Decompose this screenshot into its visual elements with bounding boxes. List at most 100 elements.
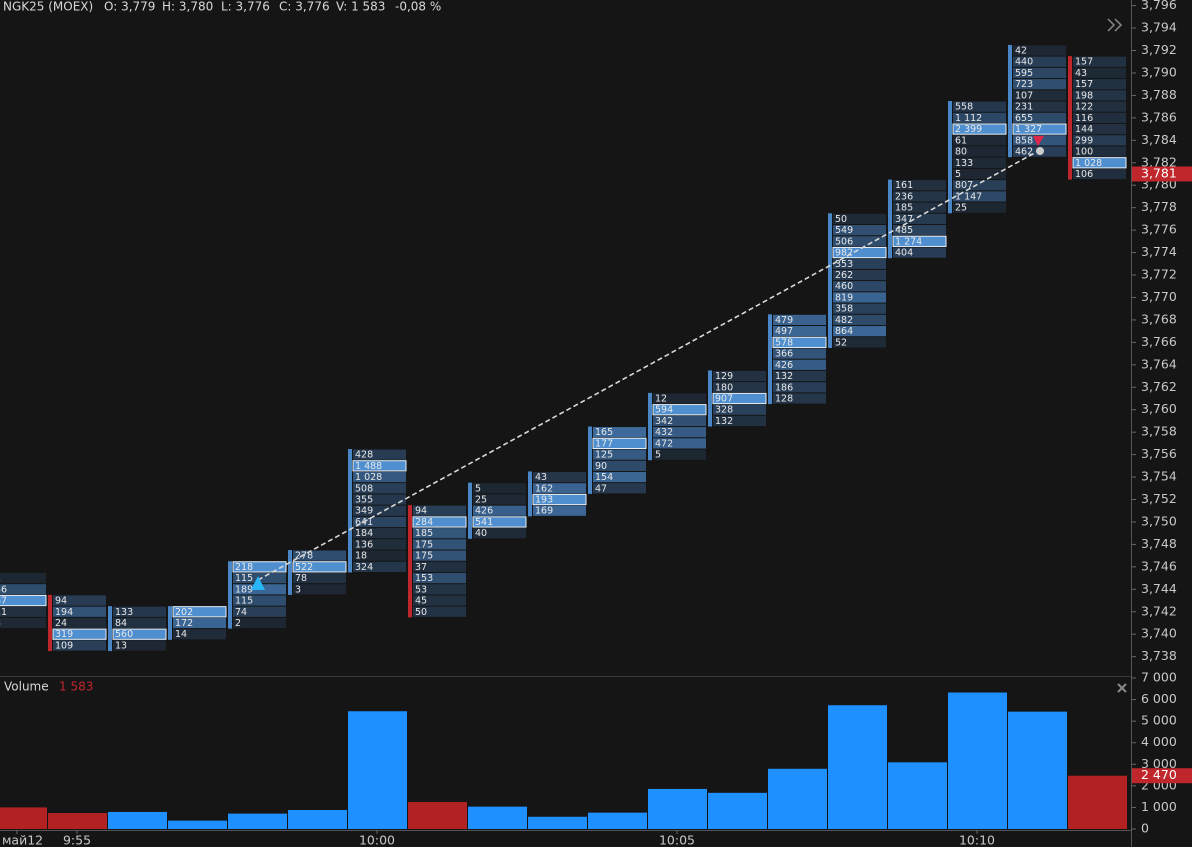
volume-cell <box>892 235 947 247</box>
cell-label: 161 <box>895 180 913 191</box>
y-tick-label: 3,748 <box>1141 536 1177 551</box>
volume-cell <box>893 225 946 236</box>
cell-label: 169 <box>535 506 553 517</box>
cell-label: 262 <box>835 270 853 281</box>
y-tick-label: 3,744 <box>1141 581 1177 596</box>
cell-label: 1 028 <box>1075 158 1102 169</box>
volume-cell <box>713 404 766 415</box>
volume-cell <box>893 180 946 191</box>
cell-label: 472 <box>655 438 673 449</box>
volume-cell <box>773 326 826 337</box>
cell-label: 541 <box>475 517 493 528</box>
cell-label: 5 <box>955 169 961 180</box>
volume-cell <box>833 281 886 292</box>
volume-cell <box>53 640 106 651</box>
cell-label: 14 <box>175 629 187 640</box>
cell-label: 84 <box>115 618 127 629</box>
y-tick-label: 3,768 <box>1141 311 1177 326</box>
cell-label: 47 <box>595 483 607 494</box>
volume-cell <box>473 528 526 539</box>
cell-label: 13 <box>115 640 127 651</box>
cell-label: 426 <box>475 506 493 517</box>
y-tick-label: 3,762 <box>1141 379 1177 394</box>
volume-cell <box>1073 146 1126 157</box>
volume-cell <box>0 594 47 607</box>
cell-label: 202 <box>175 607 193 618</box>
close-icon[interactable] <box>1117 683 1127 693</box>
ohlc-field: C: 3,776 <box>279 0 330 14</box>
cell-label: 80 <box>955 147 967 158</box>
volume-cell <box>292 561 347 573</box>
volume-cell <box>53 617 106 629</box>
volume-cell <box>1013 56 1066 67</box>
volume-cell <box>353 483 406 494</box>
cell-label: 324 <box>355 562 373 573</box>
volume-bar <box>588 812 647 829</box>
expand-icon[interactable] <box>1114 18 1123 32</box>
cell-label: 144 <box>1075 124 1093 135</box>
expand-icon[interactable] <box>1107 18 1116 32</box>
cell-label: 594 <box>655 405 673 416</box>
volume-cell <box>1073 135 1126 146</box>
volume-cell <box>413 584 466 595</box>
volume-cell <box>413 572 466 584</box>
x-tick-label: 10:00 <box>359 833 395 847</box>
cell-label: 723 <box>1015 79 1033 90</box>
cell-label: 129 <box>715 371 733 382</box>
volume-cell <box>353 471 406 483</box>
volume-cell <box>1013 45 1066 56</box>
volume-cell <box>713 415 766 427</box>
cell-label: 1 112 <box>955 113 982 124</box>
cell-label: 61 <box>955 135 967 146</box>
cell-label: 50 <box>835 214 847 225</box>
y-tick-label: 3,750 <box>1141 513 1177 528</box>
volume-bar <box>108 811 167 829</box>
y-tick-label: 4 000 <box>1141 734 1177 749</box>
cell-label: 349 <box>355 506 373 517</box>
cell-label: 94 <box>55 596 67 607</box>
y-tick-label: 3,754 <box>1141 469 1177 484</box>
cell-label: 858 <box>1015 135 1033 146</box>
volume-cell <box>413 561 466 572</box>
cell-label: 46 <box>0 584 7 595</box>
cell-label: 558 <box>955 102 973 113</box>
volume-cell <box>952 123 1007 135</box>
cell-label: 136 <box>355 539 373 550</box>
cell-label: 186 <box>775 382 793 393</box>
cluster-body <box>228 561 232 629</box>
volume-cell <box>1073 123 1126 135</box>
cell-label: 175 <box>415 551 433 562</box>
cell-label: 508 <box>355 483 373 494</box>
cell-label: 133 <box>955 158 973 169</box>
cluster-body <box>408 505 412 618</box>
volume-cell <box>1013 67 1066 79</box>
y-tick-label: 3,776 <box>1141 222 1177 237</box>
ohlc-field: L: 3,776 <box>221 0 270 14</box>
volume-cell <box>472 516 527 528</box>
cluster-body <box>168 606 172 640</box>
y-tick-label: 3,782 <box>1141 154 1177 169</box>
ohlc-field: O: 3,779 <box>104 0 155 14</box>
volume-bar <box>948 692 1007 829</box>
volume-bar <box>228 813 287 829</box>
y-tick-label: 3,794 <box>1141 20 1177 35</box>
sell-marker <box>1033 136 1044 146</box>
volume-cell <box>233 617 286 629</box>
cluster-body <box>108 606 112 652</box>
cell-label: 328 <box>715 405 733 416</box>
cell-label: 115 <box>235 596 253 607</box>
volume-cell <box>773 393 826 404</box>
trend-handle[interactable] <box>1036 147 1044 155</box>
volume-cell <box>353 516 406 528</box>
cluster-body <box>528 471 532 517</box>
cell-label: 342 <box>655 416 673 427</box>
volume-cell <box>833 269 886 281</box>
y-tick-label: 3,790 <box>1141 64 1177 79</box>
cell-label: 175 <box>415 539 433 550</box>
volume-cell <box>773 382 826 393</box>
volume-cell <box>833 258 886 269</box>
cell-label: 479 <box>775 315 793 326</box>
volume-cell <box>353 528 406 539</box>
volume-cell <box>953 112 1006 123</box>
volume-cell <box>112 628 167 640</box>
